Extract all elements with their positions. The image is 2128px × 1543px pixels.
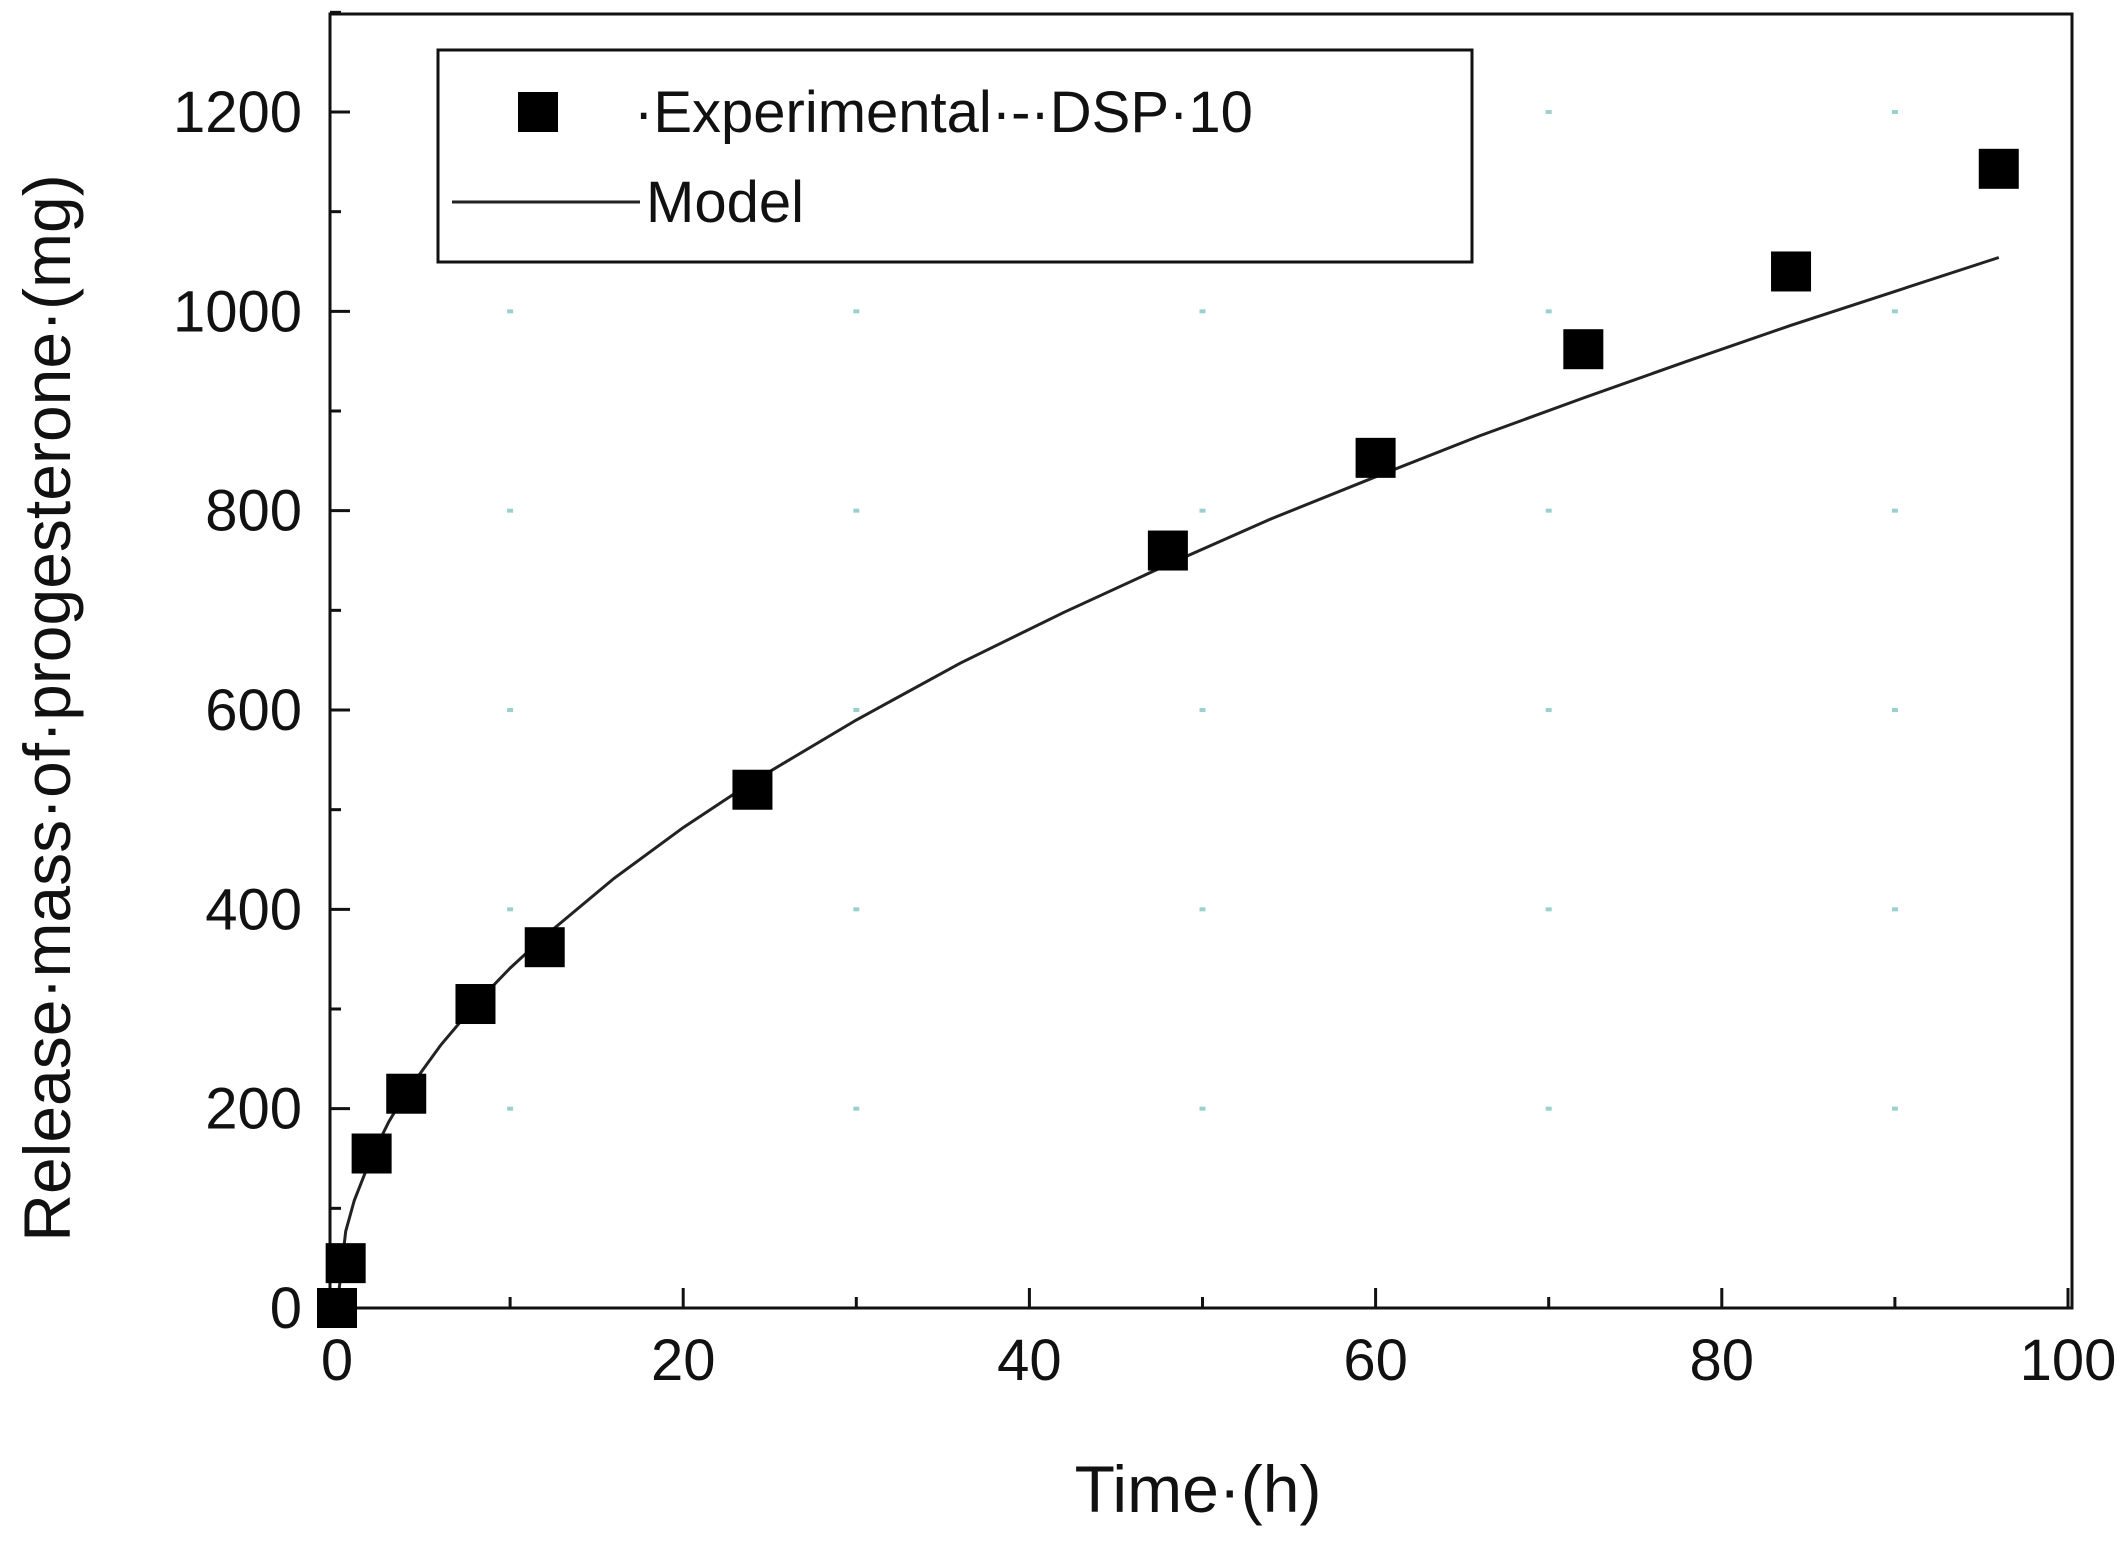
x-tick-label: 60 — [1343, 1328, 1408, 1393]
grid-dot — [853, 508, 860, 513]
grid-dot — [853, 1106, 860, 1111]
grid-dot — [1545, 110, 1552, 114]
data-point — [1978, 148, 2019, 189]
y-tick-label: 200 — [205, 1077, 302, 1142]
grid-dot — [1199, 907, 1206, 912]
legend-box — [436, 48, 1474, 264]
grid-dot — [853, 907, 860, 912]
y-tick-label: 600 — [205, 678, 302, 743]
grid-dot — [1545, 1106, 1552, 1111]
grid-dot — [1891, 110, 1898, 114]
model-line — [335, 256, 2000, 1309]
legend-label-experimental: ·Experimental·-·DSP·10 — [634, 80, 1253, 145]
y-tick-label: 1200 — [173, 80, 302, 145]
y-tick-label: 1000 — [173, 279, 302, 344]
grid-dot — [853, 309, 860, 314]
y-tick-label: 800 — [205, 479, 302, 544]
grid-dot — [1199, 508, 1206, 513]
grid-dot — [1199, 1106, 1206, 1111]
x-tick-label: 100 — [2020, 1328, 2117, 1393]
x-tick-label: 0 — [321, 1328, 353, 1393]
legend-label-model: Model — [646, 170, 804, 235]
grid-dot — [1545, 309, 1552, 314]
x-tick-label: 40 — [997, 1328, 1062, 1393]
grid — [507, 110, 1898, 1111]
grid-dot — [1545, 508, 1552, 513]
grid-dot — [507, 1106, 514, 1111]
data-point — [317, 1288, 357, 1328]
grid-dot — [1891, 1106, 1898, 1111]
grid-dot — [1545, 907, 1552, 912]
x-tick-label: 20 — [651, 1328, 716, 1393]
x-axis-title: Time·(h) — [1075, 1452, 1322, 1526]
data-point — [732, 769, 773, 810]
grid-dot — [507, 907, 514, 912]
data-point — [386, 1073, 427, 1114]
y-tick-label: 400 — [205, 877, 302, 942]
y-tick-labels: 0 200 400 600 800 1000 1200 — [173, 80, 302, 1341]
grid-dot — [853, 708, 860, 712]
data-point — [325, 1243, 366, 1284]
data-point — [455, 984, 496, 1025]
data-point — [524, 927, 565, 968]
data-point — [1771, 251, 1812, 292]
legend: ·Experimental·-·DSP·10 Model — [436, 48, 1474, 264]
y-axis-title: Release·mass·of·progesterone·(mg) — [10, 174, 84, 1241]
data-point — [1355, 437, 1396, 478]
grid-dot — [507, 708, 514, 712]
y-tick-label: 0 — [270, 1276, 302, 1341]
grid-dot — [1199, 309, 1206, 314]
data-point — [1563, 329, 1604, 370]
grid-dot — [1891, 708, 1898, 712]
series — [317, 148, 2019, 1328]
grid-dot — [1545, 708, 1552, 712]
grid-dot — [1199, 708, 1206, 712]
grid-dot — [1891, 907, 1898, 912]
grid-dot — [507, 508, 514, 513]
grid-dot — [1891, 508, 1898, 513]
legend-marker-experimental — [518, 92, 558, 132]
x-tick-labels: 0 20 40 60 80 100 — [321, 1328, 2117, 1393]
data-point — [1147, 530, 1188, 571]
grid-dot — [507, 309, 514, 314]
data-point — [351, 1133, 392, 1174]
grid-dot — [1891, 309, 1898, 314]
x-tick-label: 80 — [1690, 1328, 1755, 1393]
